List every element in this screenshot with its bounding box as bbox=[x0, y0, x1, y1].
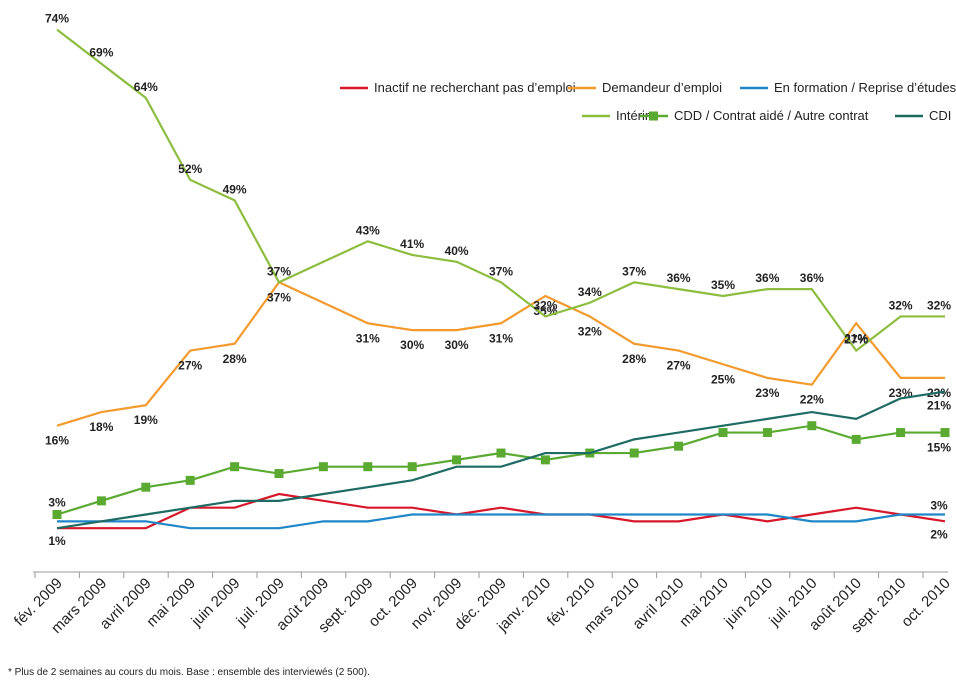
marker bbox=[185, 475, 195, 485]
data-label: 32% bbox=[927, 298, 951, 312]
x-tick-label: oct. 2010 bbox=[898, 575, 954, 631]
marker bbox=[674, 441, 684, 451]
x-tick-label: juin 2009 bbox=[188, 575, 244, 631]
data-label: 2% bbox=[930, 527, 948, 541]
data-label: 19% bbox=[134, 413, 158, 427]
marker bbox=[407, 462, 417, 472]
legend-label: CDD / Contrat aidé / Autre contrat bbox=[674, 108, 869, 123]
series-line bbox=[56, 280, 945, 427]
data-label: 25% bbox=[711, 372, 735, 386]
data-label: 32% bbox=[578, 324, 602, 338]
data-label: 32% bbox=[889, 298, 913, 312]
marker bbox=[718, 428, 728, 438]
marker bbox=[629, 448, 639, 458]
series-line bbox=[57, 492, 946, 530]
data-label: 3% bbox=[930, 499, 948, 513]
marker bbox=[940, 428, 950, 438]
data-label: 27% bbox=[178, 359, 202, 373]
series-line bbox=[56, 390, 946, 530]
data-label: 34% bbox=[578, 285, 602, 299]
series-line bbox=[56, 424, 945, 516]
data-label: 30% bbox=[445, 338, 469, 352]
data-label: 23% bbox=[755, 386, 779, 400]
marker bbox=[452, 455, 462, 465]
marker bbox=[274, 469, 284, 479]
data-label: 36% bbox=[755, 271, 779, 285]
data-label: 35% bbox=[711, 278, 735, 292]
footnote: * Plus de 2 semaines au cours du mois. B… bbox=[8, 667, 370, 678]
marker bbox=[496, 448, 506, 458]
x-tick-label: juin 2010 bbox=[720, 575, 776, 631]
data-label: 41% bbox=[400, 237, 424, 251]
marker bbox=[762, 428, 772, 438]
data-label: 32% bbox=[533, 298, 557, 312]
marker bbox=[52, 510, 62, 520]
data-label: 16% bbox=[45, 434, 69, 448]
marker bbox=[318, 462, 328, 472]
data-label: 28% bbox=[223, 352, 247, 366]
legend-label: Demandeur d’emploi bbox=[602, 80, 722, 95]
data-label: 37% bbox=[267, 264, 291, 278]
data-label: 27% bbox=[844, 333, 868, 347]
legend-marker bbox=[649, 111, 658, 121]
legend-label: Intérim bbox=[616, 108, 656, 123]
legend-label: CDI bbox=[929, 108, 951, 123]
data-label: 64% bbox=[134, 80, 158, 94]
data-label: 36% bbox=[800, 271, 824, 285]
data-label: 15% bbox=[927, 441, 951, 455]
data-label: 43% bbox=[356, 223, 380, 237]
data-label: 28% bbox=[622, 352, 646, 366]
data-label: 31% bbox=[356, 331, 380, 345]
marker bbox=[896, 428, 906, 438]
data-label: 21% bbox=[927, 399, 951, 413]
data-label: 30% bbox=[400, 338, 424, 352]
x-tick-label: mai 2010 bbox=[676, 575, 732, 631]
marker bbox=[540, 455, 550, 465]
x-tick-label: mai 2009 bbox=[143, 575, 199, 631]
series-line bbox=[57, 513, 945, 530]
legend-label: Inactif ne recherchant pas d’emploi bbox=[374, 80, 576, 95]
data-label: 3% bbox=[48, 496, 66, 510]
data-label: 49% bbox=[223, 182, 247, 196]
data-label: 40% bbox=[445, 244, 469, 258]
data-label: 22% bbox=[800, 393, 824, 407]
data-label: 69% bbox=[89, 46, 113, 60]
data-label: 74% bbox=[45, 12, 69, 26]
data-label: 37% bbox=[489, 264, 513, 278]
data-label: 37% bbox=[267, 290, 291, 304]
marker bbox=[363, 462, 373, 472]
marker bbox=[141, 482, 151, 492]
marker bbox=[807, 421, 817, 431]
legend-label: En formation / Reprise d’études bbox=[774, 80, 956, 95]
marker bbox=[851, 434, 861, 444]
marker bbox=[96, 496, 106, 506]
series-line bbox=[56, 28, 945, 353]
marker bbox=[230, 462, 240, 472]
data-label: 18% bbox=[89, 420, 113, 434]
data-label: 31% bbox=[489, 331, 513, 345]
data-label: 27% bbox=[667, 359, 691, 373]
data-label: 36% bbox=[667, 271, 691, 285]
data-label: 1% bbox=[48, 534, 66, 548]
data-label: 37% bbox=[622, 264, 646, 278]
data-label: 52% bbox=[178, 162, 202, 176]
